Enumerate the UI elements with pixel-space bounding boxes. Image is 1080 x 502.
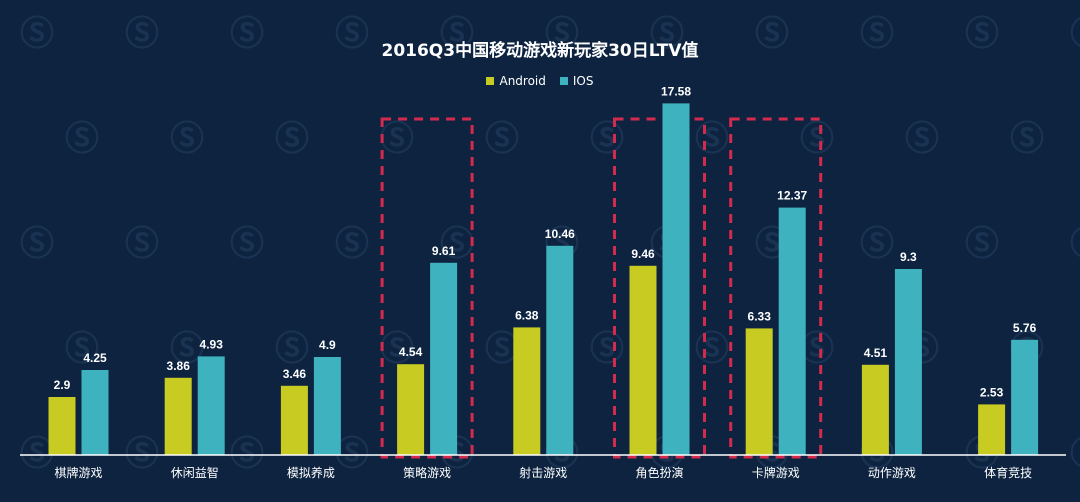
watermark-mark: Ⓢ xyxy=(695,119,729,159)
x-tick-label: 体育竞技 xyxy=(984,465,1032,480)
watermark-mark: Ⓢ xyxy=(755,14,789,54)
data-label: 4.9 xyxy=(319,338,336,352)
legend-item-android[interactable]: Android xyxy=(486,74,546,88)
bar-android xyxy=(48,397,76,455)
watermark-mark: Ⓢ xyxy=(65,119,99,159)
watermark-mark: Ⓢ xyxy=(335,224,369,264)
watermark-mark: Ⓢ xyxy=(800,119,834,159)
bar-android xyxy=(513,327,541,455)
watermark-mark: Ⓢ xyxy=(1070,14,1080,54)
legend-swatch-android xyxy=(486,77,495,85)
data-label: 4.51 xyxy=(864,346,888,360)
data-label: 4.25 xyxy=(83,351,107,365)
data-label: 9.3 xyxy=(900,250,917,264)
bar-android xyxy=(280,385,308,455)
bar-android xyxy=(978,404,1006,455)
x-tick-label: 模拟养成 xyxy=(287,465,335,480)
watermark-mark: Ⓢ xyxy=(440,224,474,264)
data-label: 6.33 xyxy=(748,309,772,323)
watermark-mark: Ⓢ xyxy=(860,14,894,54)
bar-ios xyxy=(778,207,806,455)
watermark-mark: Ⓢ xyxy=(125,434,159,474)
watermark-mark: Ⓢ xyxy=(860,224,894,264)
watermark-mark: Ⓢ xyxy=(1010,119,1044,159)
watermark-mark: Ⓢ xyxy=(230,434,264,474)
watermark-mark: Ⓢ xyxy=(590,119,624,159)
watermark-mark: Ⓢ xyxy=(230,14,264,54)
legend-item-ios[interactable]: IOS xyxy=(559,74,594,88)
bar-ios xyxy=(313,357,341,455)
x-tick-label: 棋牌游戏 xyxy=(54,466,102,480)
watermark-mark: Ⓢ xyxy=(275,329,309,369)
bar-ios xyxy=(197,356,225,455)
chart-legend: Android IOS xyxy=(0,74,1080,88)
watermark-mark: Ⓢ xyxy=(1070,434,1080,474)
x-tick-label: 射击游戏 xyxy=(519,465,567,480)
watermark-mark: Ⓢ xyxy=(905,119,939,159)
data-label: 9.46 xyxy=(631,247,655,261)
watermark-mark: Ⓢ xyxy=(965,224,999,264)
watermark-mark: Ⓢ xyxy=(545,14,579,54)
bar-ios xyxy=(430,262,458,455)
x-tick-label: 角色扮演 xyxy=(635,465,683,480)
watermark-mark: Ⓢ xyxy=(20,224,54,264)
legend-label-android: Android xyxy=(499,74,546,88)
data-label: 2.53 xyxy=(980,385,1004,399)
data-label: 3.86 xyxy=(167,359,191,373)
watermark-mark: Ⓢ xyxy=(695,329,729,369)
watermark-mark: Ⓢ xyxy=(380,329,414,369)
watermark-mark: Ⓢ xyxy=(1070,224,1080,264)
data-label: 10.46 xyxy=(545,227,575,241)
watermark-mark: Ⓢ xyxy=(125,14,159,54)
bar-ios xyxy=(81,370,109,455)
x-tick-label: 策略游戏 xyxy=(403,465,451,480)
data-label: 2.9 xyxy=(54,378,71,392)
watermark-mark: Ⓢ xyxy=(20,14,54,54)
highlight-box xyxy=(613,117,706,459)
highlight-box xyxy=(729,117,823,459)
watermark-mark: Ⓢ xyxy=(65,329,99,369)
bar-android xyxy=(164,377,192,455)
bar-android xyxy=(861,364,889,455)
bar-android xyxy=(745,328,773,455)
watermark-mark: Ⓢ xyxy=(380,119,414,159)
watermark-mark: Ⓢ xyxy=(20,434,54,474)
bar-ios xyxy=(1011,339,1039,455)
bar-android xyxy=(629,265,657,455)
watermark-mark: Ⓢ xyxy=(485,119,519,159)
bar-android xyxy=(397,364,425,455)
bar-ios xyxy=(662,103,690,456)
data-label: 12.37 xyxy=(777,189,807,203)
watermark-mark: Ⓢ xyxy=(590,329,624,369)
data-label: 3.46 xyxy=(283,367,307,381)
data-label: 4.93 xyxy=(200,337,224,351)
data-label: 9.61 xyxy=(432,244,456,258)
watermark-mark: Ⓢ xyxy=(125,224,159,264)
legend-label-ios: IOS xyxy=(572,74,594,88)
watermark-mark: Ⓢ xyxy=(440,14,474,54)
x-tick-label: 卡牌游戏 xyxy=(752,466,800,480)
watermark-mark: Ⓢ xyxy=(230,224,264,264)
legend-swatch-ios xyxy=(559,77,568,85)
watermark-mark: Ⓢ xyxy=(335,14,369,54)
watermark-mark: Ⓢ xyxy=(170,119,204,159)
bar-ios xyxy=(894,269,922,455)
data-label: 6.38 xyxy=(515,308,539,322)
watermark-mark: Ⓢ xyxy=(650,14,684,54)
watermark-mark: Ⓢ xyxy=(965,14,999,54)
watermark-mark: Ⓢ xyxy=(275,119,309,159)
data-label: 5.76 xyxy=(1013,321,1037,335)
data-label: 4.54 xyxy=(399,345,423,359)
bar-ios xyxy=(546,245,574,455)
highlight-box xyxy=(380,117,474,459)
chart-title: 2016Q3中国移动游戏新玩家30日LTV值 xyxy=(381,41,699,61)
x-tick-label: 休闲益智 xyxy=(171,465,219,480)
data-label: 17.58 xyxy=(661,84,691,98)
x-tick-label: 动作游戏 xyxy=(868,466,916,480)
